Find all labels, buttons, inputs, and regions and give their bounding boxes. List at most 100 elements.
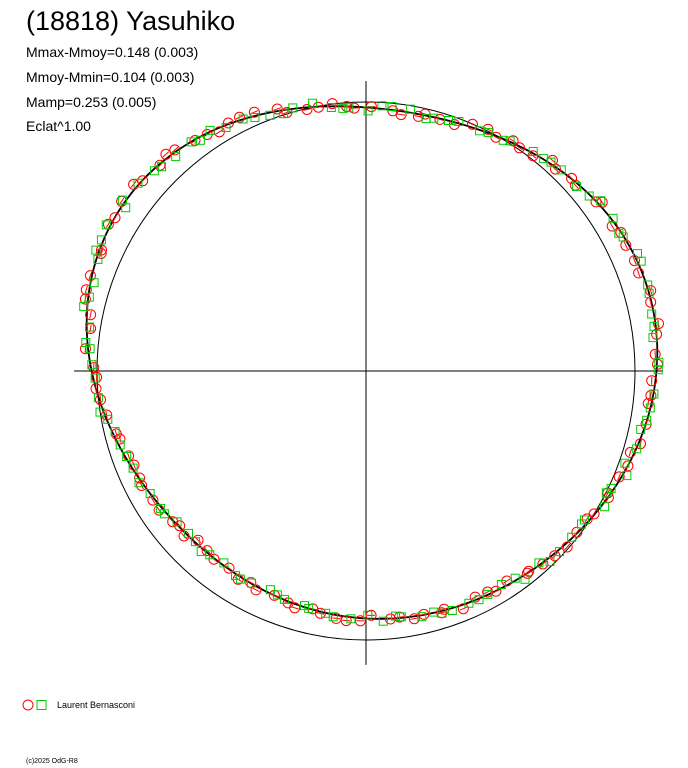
observation-circle [527,150,539,162]
observation-square [545,557,555,567]
observation-circle [646,375,658,387]
observation-square [505,136,515,146]
observation-square [632,444,642,454]
observation-square [145,489,155,499]
observation-square [219,558,229,568]
observation-square [93,254,103,264]
observation-circle [80,284,92,296]
observation-errorbar [105,220,111,228]
stat-mmax-mmoy: Mmax-Mmoy=0.148 (0.003) [26,44,199,60]
observation-square [122,452,132,461]
observation-square [496,580,506,589]
observation-square [572,182,582,192]
observation-circle [467,118,478,130]
legend-label: Laurent Bernasconi [57,700,136,710]
observation-square [649,321,659,331]
observation-circle [169,144,181,156]
observation-square [645,403,655,413]
observation-errorbar [112,214,118,222]
axes [74,81,663,665]
observation-square [84,292,94,302]
observation-square [103,414,113,424]
observation-errorbar [99,395,102,404]
observation-square [250,113,260,122]
observation-square [555,547,565,557]
observation-errorbar [252,587,260,593]
observation-errorbar [118,434,122,443]
observation-errorbar [397,113,406,116]
observation-circle [223,562,235,574]
observation-errorbar [649,286,653,295]
observation-square [483,127,493,137]
observation-square [238,114,248,124]
observation-square [326,103,336,112]
observation-circle [457,603,469,615]
observation-square [454,117,464,126]
observation-square [378,616,388,626]
observation-errorbar [139,177,146,185]
observation-circle [248,106,260,118]
observation-circle [490,131,502,143]
observation-square [600,502,610,512]
observation-square [528,147,538,156]
observation-circle [566,172,578,184]
observation-square [159,509,169,519]
observation-errorbar [139,481,144,490]
observation-square [567,532,577,542]
observation-square [90,373,100,383]
observation-square [87,360,97,370]
observation-square [636,424,646,434]
observation-square [288,103,298,113]
legend-circle-marker [22,699,34,711]
observation-square [363,106,373,116]
observation-circle [134,472,146,484]
observation-square [608,213,618,223]
observation-square [265,585,275,595]
observation-circle [588,508,600,520]
chart-title: (18818) Yasuhiko [26,6,236,36]
observation-errorbar [623,241,628,250]
observation-errorbar [126,452,131,460]
observation-square [85,344,95,354]
observation-square [437,608,447,618]
observation-points [79,98,664,627]
observation-square [190,537,200,547]
observation-square [596,196,606,206]
observation-square [579,515,589,525]
legend: Laurent Bernasconi [22,698,135,712]
observation-square [91,245,101,255]
observation-square [642,415,652,425]
observation-square [534,558,544,568]
observation-errorbar [525,568,533,575]
observation-errorbar [84,285,88,294]
observation-square [95,407,105,417]
observation-square [539,154,549,164]
observation-circle [160,148,172,160]
observation-square [363,610,373,620]
observation-square [520,574,530,584]
observation-errorbar [605,489,611,497]
observation-circle [114,433,126,445]
observation-errorbar [492,588,500,594]
legend-square-marker [36,700,47,710]
observation-errorbar [171,146,179,153]
observation-circle [109,212,121,224]
observation-circle [147,494,159,506]
observation-errorbar [639,439,642,448]
observation-square [556,165,566,175]
observation-square [654,357,664,367]
observation-errorbar [95,384,97,393]
copyright: (c)2025 OdG-R8 [26,758,78,765]
observation-errorbar [503,578,511,584]
observation-square [614,228,624,238]
observation-circle [348,102,360,114]
observation-square [205,125,215,135]
observation-circle [289,602,301,614]
observation-circle [490,585,502,597]
observation-square [405,104,415,114]
observation-errorbar [118,197,125,205]
observation-square [79,302,89,312]
observation-square [265,110,275,120]
observation-circle [521,567,533,579]
observation-errorbar [224,120,233,126]
